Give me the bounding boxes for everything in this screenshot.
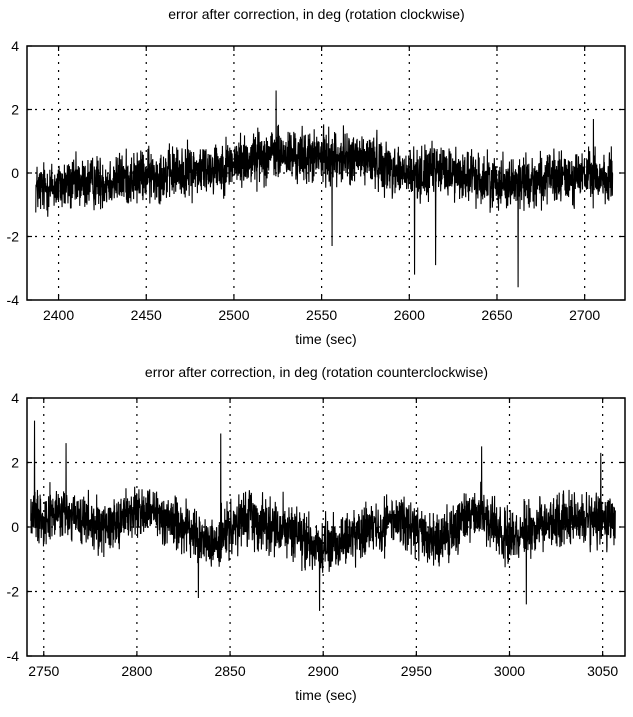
x-axis-label: time (sec) — [295, 331, 356, 347]
chart-counterclockwise: 2750 2800 2850 2900 2950 3000 3050 -4 -2 0 2 4 time … — [7, 390, 626, 703]
y-tick-label: 2 — [11, 102, 19, 118]
series-line — [30, 420, 617, 611]
x-tick-label: 3050 — [587, 663, 618, 679]
y-tick-label: -4 — [7, 292, 20, 308]
y-tick-label: 2 — [11, 455, 19, 471]
x-tick-label: 2500 — [218, 307, 249, 323]
chart-panel-counterclockwise: error after correction, in deg (rotation… — [0, 358, 633, 717]
x-tick-label: 2450 — [131, 307, 162, 323]
x-tick-label: 2550 — [306, 307, 337, 323]
x-tick-label: 2850 — [214, 663, 245, 679]
x-tick-label: 2400 — [43, 307, 74, 323]
y-tick-label: 4 — [11, 390, 19, 406]
x-tick-label: 2650 — [481, 307, 512, 323]
y-tick-label: -2 — [7, 584, 20, 600]
x-tick-label: 2800 — [121, 663, 152, 679]
x-tick-label: 2700 — [569, 307, 600, 323]
x-axis-label: time (sec) — [295, 687, 356, 703]
x-tick-label: 3000 — [494, 663, 525, 679]
chart-panel-clockwise: error after correction, in deg (rotation… — [7, 6, 626, 347]
y-tick-label: -2 — [7, 229, 20, 245]
y-tick-label: 0 — [11, 165, 19, 181]
series-line — [35, 90, 614, 288]
y-tick-label: -4 — [7, 648, 20, 664]
chart-title: error after correction, in deg (rotation… — [168, 6, 465, 22]
y-tick-label: 4 — [11, 38, 19, 54]
y-tick-label: 0 — [11, 519, 19, 535]
x-tick-label: 2950 — [401, 663, 432, 679]
x-tick-label: 2900 — [308, 663, 339, 679]
x-tick-label: 2600 — [394, 307, 425, 323]
chart-clockwise: 2400 2450 2500 2550 2600 2650 2700 -4 -2 0 2 4 time … — [7, 38, 626, 347]
x-tick-label: 2750 — [28, 663, 59, 679]
chart-title: error after correction, in deg (rotation… — [144, 364, 489, 380]
